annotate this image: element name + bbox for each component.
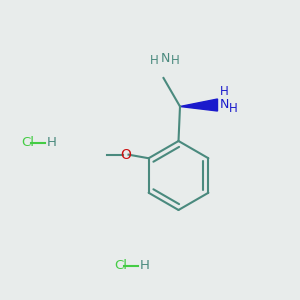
Text: H: H: [229, 101, 238, 115]
Text: Cl: Cl: [21, 136, 34, 149]
Text: H: H: [171, 55, 180, 68]
Text: H: H: [46, 136, 56, 149]
Text: O: O: [121, 148, 132, 162]
Text: H: H: [150, 55, 159, 68]
Text: N: N: [160, 52, 170, 65]
Text: Cl: Cl: [114, 259, 127, 272]
Text: H: H: [140, 259, 149, 272]
Text: H: H: [220, 85, 229, 98]
Text: N: N: [219, 98, 229, 111]
Polygon shape: [180, 99, 218, 111]
